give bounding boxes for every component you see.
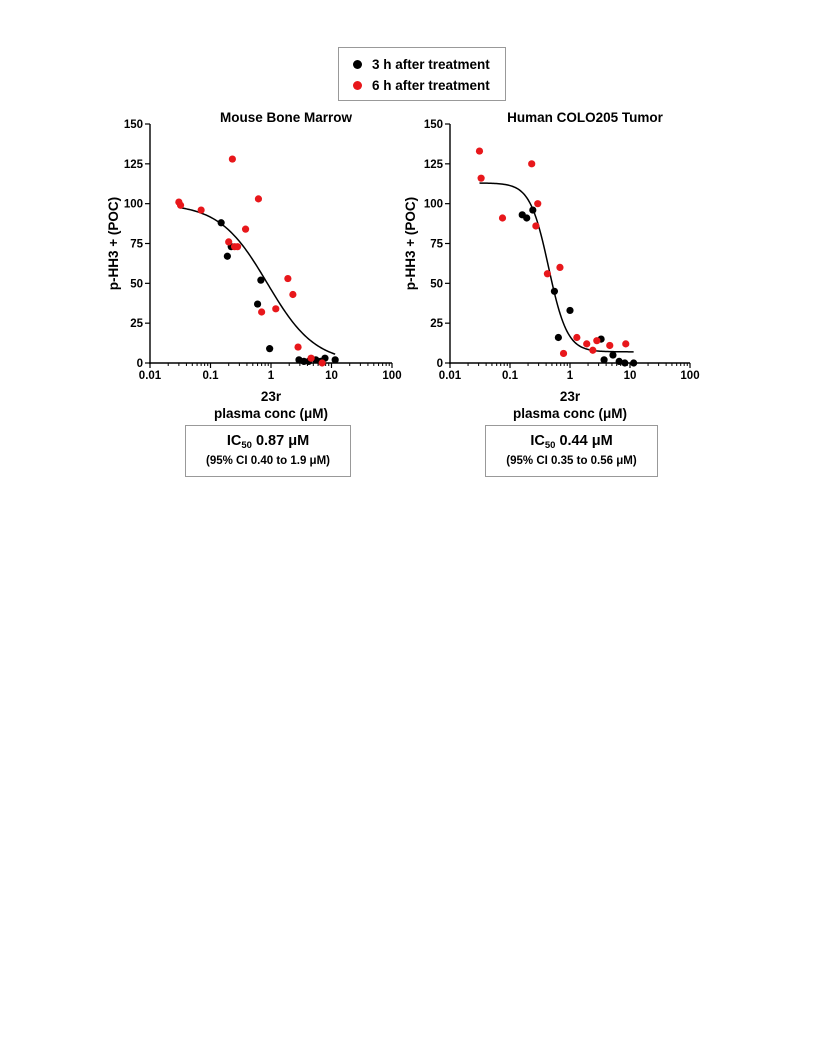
colo205-point-6h <box>622 340 630 348</box>
colo205-point-6h <box>583 340 591 348</box>
bone-marrow-point-3h <box>223 252 231 260</box>
colo205-x-tick-label: 0.1 <box>502 370 519 382</box>
bone-marrow-x-label-line1: 23r <box>261 389 282 404</box>
bone-marrow-y-tick-label: 0 <box>137 358 143 370</box>
bone-marrow-point-6h <box>254 195 263 203</box>
colo205-x-tick-label: 1 <box>567 370 574 382</box>
colo205-x-tick-label: 10 <box>624 370 637 382</box>
ic50-box-bone-marrow: IC50 0.87 μM (95% CI 0.40 to 1.9 μM) <box>185 425 351 477</box>
bone-marrow-x-label-line2: plasma conc (μM) <box>214 406 328 421</box>
bone-marrow-fit-curve <box>178 206 336 355</box>
bone-marrow-point-6h <box>284 274 292 283</box>
ic50-box-colo205: IC50 0.44 μM (95% CI 0.35 to 0.56 μM) <box>485 425 658 477</box>
colo205-y-tick-label: 50 <box>430 278 443 290</box>
colo205-point-6h <box>589 346 597 354</box>
colo205-point-3h <box>523 214 531 222</box>
bone-marrow-y-tick-label: 75 <box>130 239 143 251</box>
bone-marrow-point-6h <box>318 359 326 367</box>
bone-marrow-y-tick-label: 125 <box>124 159 144 171</box>
chart-legend: 3 h after treatment 6 h after treatment <box>338 47 506 101</box>
bone-marrow-point-6h <box>307 354 315 362</box>
colo205-y-label: p-HH3 + (POC) <box>403 197 418 290</box>
bone-marrow-x-tick-label: 10 <box>325 370 338 382</box>
colo205-point-6h <box>475 147 484 155</box>
colo205-y-tick-label: 125 <box>424 159 444 171</box>
colo205-x-tick-label: 100 <box>680 370 699 382</box>
colo205-y-tick-label: 75 <box>430 239 443 251</box>
colo205-point-3h <box>550 287 559 295</box>
bone-marrow-point-6h <box>233 243 242 251</box>
colo205-point-6h <box>606 341 614 350</box>
ic50-ci-bone-marrow: (95% CI 0.40 to 1.9 μM) <box>206 455 330 467</box>
ic50-value-colo205: IC50 0.44 μM <box>530 433 613 451</box>
colo205-point-3h <box>621 359 629 367</box>
bone-marrow-x-tick-label: 1 <box>268 370 275 382</box>
bone-marrow-point-3h <box>331 356 339 364</box>
bone-marrow-point-3h <box>253 300 262 308</box>
ic50-ci-colo205: (95% CI 0.35 to 0.56 μM) <box>506 455 637 467</box>
colo205-point-6h <box>559 349 568 358</box>
legend-marker-6h <box>353 80 362 90</box>
colo205-point-6h <box>498 214 507 222</box>
bone-marrow-point-6h <box>294 343 302 351</box>
colo205-point-6h <box>477 174 485 182</box>
colo205-y-tick-label: 0 <box>437 358 443 370</box>
colo205-point-6h <box>534 200 542 208</box>
bone-marrow-y-tick-label: 150 <box>124 119 143 131</box>
colo205-point-3h <box>630 359 638 367</box>
bone-marrow-point-3h <box>266 345 274 353</box>
colo205-point-3h <box>529 206 537 214</box>
bone-marrow-point-6h <box>225 238 233 246</box>
colo205-point-6h <box>573 333 581 342</box>
colo205-point-3h <box>554 333 562 342</box>
bone-marrow-y-label: p-HH3 + (POC) <box>106 197 121 290</box>
colo205-point-6h <box>528 160 536 168</box>
ic50-value-bone-marrow: IC50 0.87 μM <box>226 433 310 451</box>
colo205-x-label-line2: plasma conc (μM) <box>513 406 627 421</box>
bone-marrow-y-tick-label: 50 <box>130 278 143 290</box>
bone-marrow-y-tick-label: 100 <box>124 199 143 211</box>
bone-marrow-y-tick-label: 25 <box>130 318 143 330</box>
colo205-point-6h <box>556 263 564 271</box>
colo205-point-3h <box>615 357 623 366</box>
legend-item-3h: 3 h after treatment <box>353 55 490 73</box>
bone-marrow-point-6h <box>228 155 236 163</box>
colo205-y-tick-label: 25 <box>430 318 443 330</box>
colo205-x-tick-label: 0.01 <box>439 370 462 382</box>
colo205-point-6h <box>543 270 551 278</box>
legend-item-6h: 6 h after treatment <box>353 76 490 94</box>
colo205-y-tick-label: 150 <box>424 119 443 131</box>
colo205-fit-curve <box>479 182 634 353</box>
bone-marrow-chart-title: Mouse Bone Marrow <box>220 110 353 125</box>
bone-marrow-point-6h <box>258 308 266 316</box>
bone-marrow-x-tick-label: 100 <box>382 370 401 382</box>
bone-marrow-point-6h <box>289 290 297 299</box>
legend-marker-3h <box>353 59 362 69</box>
colo205-point-3h <box>566 306 574 315</box>
colo205-point-3h <box>609 351 617 359</box>
bone-marrow-x-tick-label: 0.1 <box>203 370 220 382</box>
colo205-chart-title: Human COLO205 Tumor <box>507 110 664 125</box>
bone-marrow-point-3h <box>257 276 265 284</box>
bone-marrow-chart: 0 25 50 75 100 125 150 0.01 0.1 1 10 100 Mouse Bone … <box>106 110 402 421</box>
colo205-x-label-line1: 23r <box>560 389 581 404</box>
bone-marrow-point-6h <box>197 206 205 214</box>
bone-marrow-point-6h <box>241 225 250 233</box>
colo205-y-tick-label: 100 <box>424 199 443 211</box>
bone-marrow-point-6h <box>176 201 185 209</box>
colo205-point-6h <box>532 222 540 230</box>
colo205-chart: 0 25 50 75 100 125 150 0.01 0.1 1 10 100 Human COLO2… <box>403 110 700 421</box>
colo205-point-3h <box>600 356 608 364</box>
legend-label-3h: 3 h after treatment <box>372 56 490 72</box>
colo205-point-6h <box>593 337 601 345</box>
bone-marrow-point-3h <box>217 219 225 227</box>
bone-marrow-point-6h <box>272 305 280 313</box>
bone-marrow-x-tick-label: 0.01 <box>139 370 162 382</box>
legend-label-6h: 6 h after treatment <box>372 77 490 93</box>
